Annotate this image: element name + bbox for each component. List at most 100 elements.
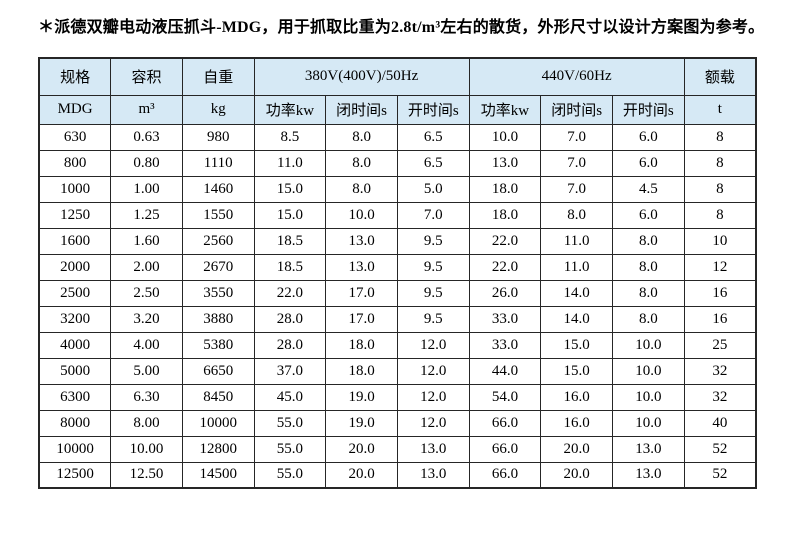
table-cell: 6650 [181,357,255,385]
table-cell: 1250 [38,201,112,229]
table-cell: 6.5 [396,149,470,177]
table-cell: 5000 [38,357,112,385]
table-cell: 17.0 [325,305,398,333]
table-cell: 66.0 [468,461,542,489]
table-cell: 55.0 [253,435,327,463]
table-cell: 10.0 [612,357,685,385]
table-cell: 13.0 [612,435,685,463]
table-row: 1000 1.00 1460 15.0 8.0 5.0 18.0 7.0 4.5 8 [38,175,757,203]
table-cell: 14.0 [540,305,613,333]
table-cell: 630 [38,123,112,151]
table-cell: 16.0 [540,383,613,411]
table-cell: 22.0 [468,253,542,281]
table-cell: 6.0 [612,201,685,229]
table-cell: 2560 [181,227,255,255]
table-cell: 3.20 [110,305,183,333]
table-cell: 7.0 [396,201,470,229]
table-cell: 15.0 [540,331,613,359]
table-row: 12500 12.50 14500 55.0 20.0 13.0 66.0 20.0 13.0 5… [38,461,757,489]
table-row: 1600 1.60 2560 18.5 13.0 9.5 22.0 11.0 8.0 10 [38,227,757,255]
table-cell: 9.5 [396,227,470,255]
table-cell: 4.00 [110,331,183,359]
table-cell: 20.0 [540,435,613,463]
table-cell: 8 [683,175,757,203]
table-cell: 20.0 [325,461,398,489]
col-header-weight: 自重 [181,57,255,96]
table-cell: 12.0 [396,383,470,411]
unit-header-spec: MDG [38,94,112,125]
table-cell: 4000 [38,331,112,359]
table-cell: 4.5 [612,175,685,203]
table-cell: 55.0 [253,409,327,437]
table-cell: 0.80 [110,149,183,177]
table-cell: 8.0 [540,201,613,229]
table-cell: 18.0 [468,201,542,229]
table-cell: 44.0 [468,357,542,385]
table-cell: 18.5 [253,253,327,281]
table-cell: 10.0 [612,331,685,359]
spec-table: 规格 容积 自重 380V(400V)/50Hz 440V/60Hz 额载 MD… [38,57,757,489]
table-cell: 33.0 [468,305,542,333]
table-cell: 15.0 [540,357,613,385]
table-cell: 10.0 [468,123,542,151]
table-cell: 2.50 [110,279,183,307]
table-row: 5000 5.00 6650 37.0 18.0 12.0 44.0 15.0 10.0 32 [38,357,757,385]
table-cell: 1460 [181,175,255,203]
table-cell: 6.5 [396,123,470,151]
col-header-spec: 规格 [38,57,112,96]
table-cell: 22.0 [468,227,542,255]
table-cell: 8.00 [110,409,183,437]
table-cell: 18.0 [468,175,542,203]
col-header-440v-group: 440V/60Hz [468,57,685,96]
table-cell: 12.50 [110,461,183,489]
table-cell: 10000 [181,409,255,437]
unit-header-440v-close-time: 闭时间s [540,94,613,125]
table-cell: 55.0 [253,461,327,489]
table-row: 6300 6.30 8450 45.0 19.0 12.0 54.0 16.0 10.0 32 [38,383,757,411]
table-cell: 12 [683,253,757,281]
col-header-capacity: 容积 [110,57,183,96]
table-cell: 13.0 [396,461,470,489]
table-cell: 1.00 [110,175,183,203]
table-cell: 10 [683,227,757,255]
table-cell: 8.0 [325,149,398,177]
col-header-rated-load: 额载 [683,57,757,96]
table-cell: 5380 [181,331,255,359]
table-cell: 8.0 [325,123,398,151]
table-cell: 16 [683,305,757,333]
table-cell: 8000 [38,409,112,437]
col-header-380v-group: 380V(400V)/50Hz [253,57,470,96]
table-cell: 13.0 [468,149,542,177]
table-cell: 1.25 [110,201,183,229]
unit-header-380v-open-time: 开时间s [396,94,470,125]
table-row: 4000 4.00 5380 28.0 18.0 12.0 33.0 15.0 10.0 25 [38,331,757,359]
table-cell: 9.5 [396,253,470,281]
table-cell: 3880 [181,305,255,333]
table-cell: 8 [683,149,757,177]
table-cell: 32 [683,383,757,411]
table-cell: 3200 [38,305,112,333]
table-cell: 18.5 [253,227,327,255]
table-cell: 52 [683,435,757,463]
unit-header-380v-power: 功率kw [253,94,327,125]
table-cell: 28.0 [253,331,327,359]
table-cell: 6300 [38,383,112,411]
table-row: 3200 3.20 3880 28.0 17.0 9.5 33.0 14.0 8.0 16 [38,305,757,333]
unit-header-rated-load: t [683,94,757,125]
table-cell: 12800 [181,435,255,463]
table-cell: 52 [683,461,757,489]
table-cell: 8450 [181,383,255,411]
table-cell: 1550 [181,201,255,229]
table-cell: 8.0 [612,227,685,255]
table-cell: 13.0 [612,461,685,489]
table-cell: 1110 [181,149,255,177]
table-cell: 13.0 [325,227,398,255]
unit-header-440v-open-time: 开时间s [612,94,685,125]
table-cell: 20.0 [540,461,613,489]
table-row: 8000 8.00 10000 55.0 19.0 12.0 66.0 16.0 10.0 40 [38,409,757,437]
table-cell: 9.5 [396,305,470,333]
table-cell: 32 [683,357,757,385]
table-cell: 1000 [38,175,112,203]
table-cell: 1600 [38,227,112,255]
table-cell: 13.0 [325,253,398,281]
